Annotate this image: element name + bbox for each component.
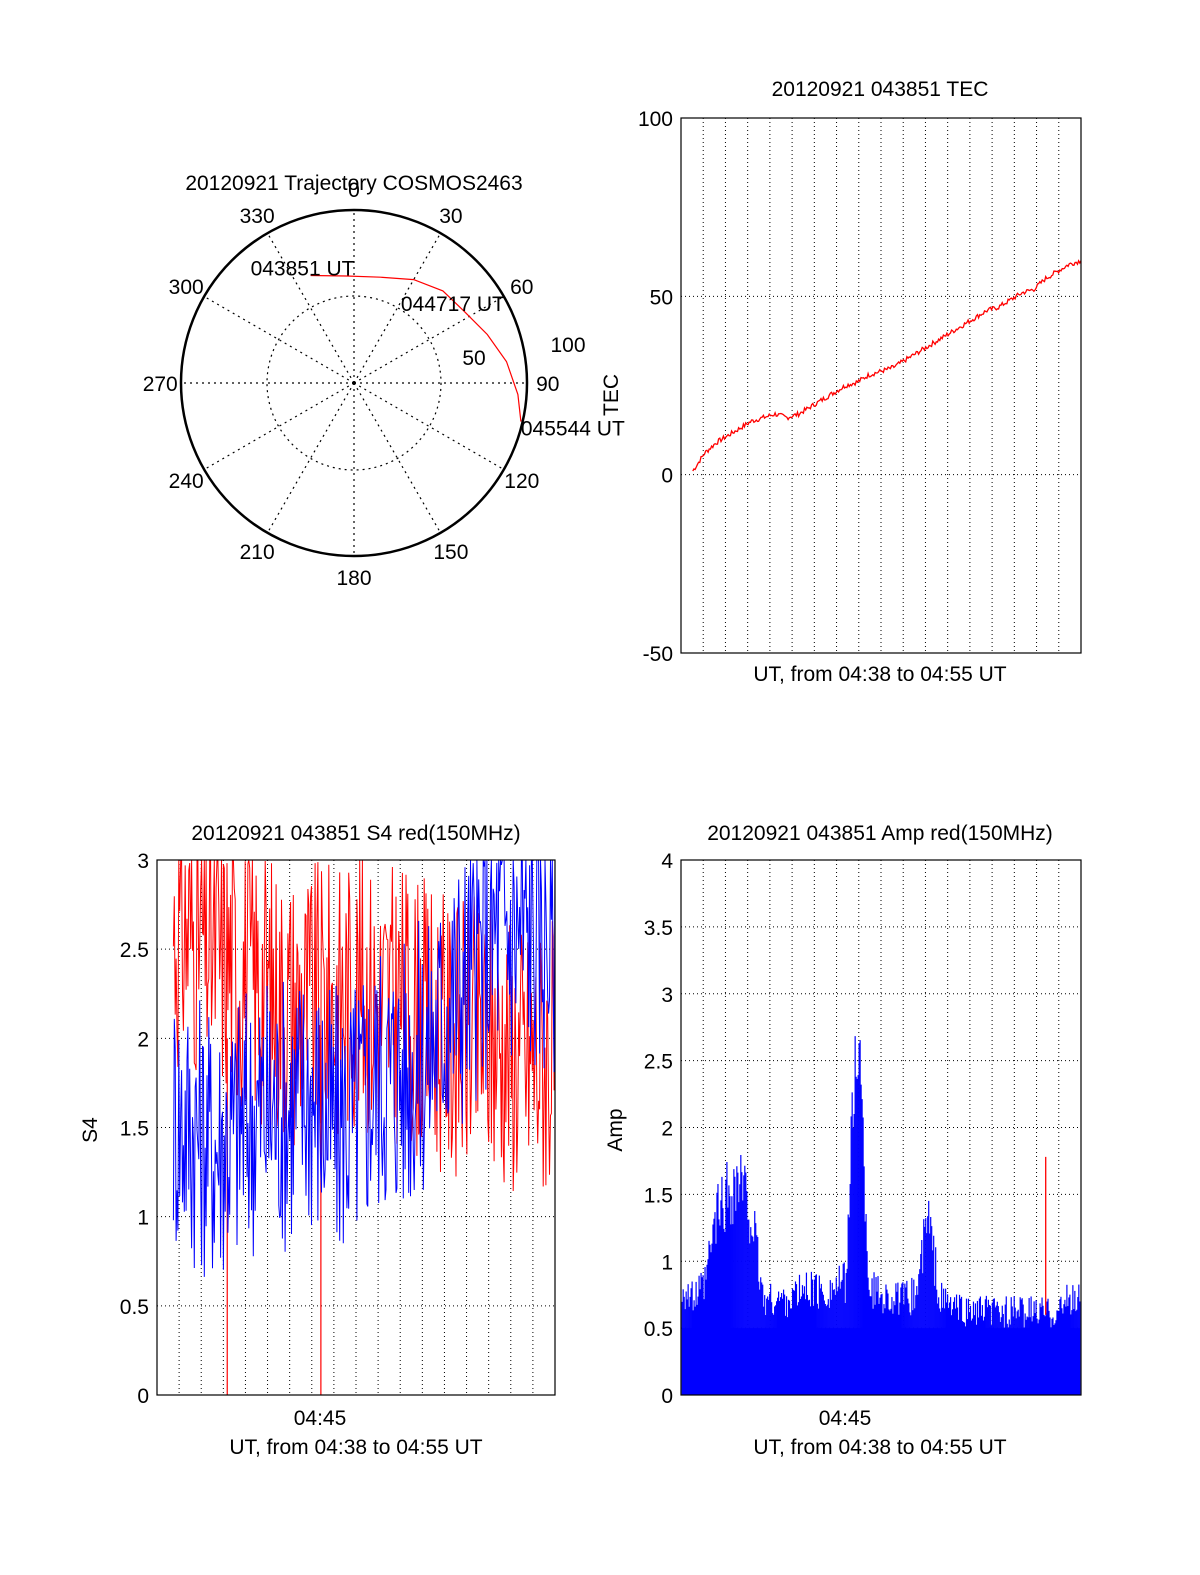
y-tick-label: 1.5 xyxy=(644,1184,673,1207)
polar-spoke xyxy=(353,295,505,384)
y-tick-label: 1.5 xyxy=(120,1118,149,1141)
polar-spoke xyxy=(266,232,355,384)
s4-y-ticks: 0 0.5 1 1.5 2 2.5 3 xyxy=(120,850,149,1408)
trajectory-time-label: 043851 UT xyxy=(251,258,355,281)
y-tick-label: 0.5 xyxy=(120,1296,149,1319)
polar-azimuth-labels: 0 30 60 90 120 150 180 210 240 270 300 330 xyxy=(143,179,560,590)
amp-y-ticks: 0 0.5 1 1.5 2 2.5 3 3.5 4 xyxy=(644,850,674,1408)
y-tick-label: 1 xyxy=(661,1251,673,1274)
y-tick-label: 3 xyxy=(137,850,149,873)
s4-chart: 20120921 043851 S4 red(150MHz) 0 0.5 1 1.5 2… xyxy=(79,822,556,1459)
y-tick-label: 0 xyxy=(661,465,673,488)
trajectory-title: 20120921 Trajectory COSMOS2463 xyxy=(185,172,522,195)
y-tick-label: 2 xyxy=(661,1118,673,1141)
polar-azimuth-label: 300 xyxy=(169,276,204,299)
polar-radial-label: 100 xyxy=(550,334,585,357)
polar-radial-label: 50 xyxy=(462,347,485,370)
amp-series xyxy=(681,1036,1081,1395)
trajectory-track xyxy=(310,274,522,422)
amp-base-fill xyxy=(682,1328,1080,1395)
polar-azimuth-label: 330 xyxy=(240,205,275,228)
polar-spoke xyxy=(203,295,355,384)
trajectory-line xyxy=(310,274,522,422)
polar-azimuth-label: 0 xyxy=(348,179,360,202)
tec-x-axis-label: UT, from 04:38 to 04:55 UT xyxy=(753,663,1006,686)
s4-x-tick-label: 04:45 xyxy=(294,1407,347,1430)
polar-spokes xyxy=(181,210,527,556)
polar-spoke xyxy=(266,382,355,534)
y-tick-label: 1 xyxy=(137,1207,149,1230)
polar-spoke xyxy=(353,382,442,534)
polar-outer-ring xyxy=(179,208,529,558)
polar-azimuth-label: 240 xyxy=(169,470,204,493)
polar-spoke xyxy=(353,232,442,384)
s4-plot-frame xyxy=(156,859,556,1396)
polar-spoke xyxy=(353,382,505,471)
polar-inner-ring xyxy=(266,295,442,471)
polar-azimuth-label: 270 xyxy=(143,373,178,396)
y-tick-label: 2 xyxy=(137,1028,149,1051)
y-tick-label: 100 xyxy=(638,108,673,131)
series-line-red xyxy=(172,859,556,1192)
amp-chart: 20120921 043851 Amp red(150MHz) 0 0.5 1 1.5… xyxy=(604,822,1082,1459)
tec-series xyxy=(692,259,1082,472)
y-tick-label: 3 xyxy=(661,984,673,1007)
y-tick-label: 3.5 xyxy=(644,917,673,940)
y-tick-label: 0 xyxy=(661,1385,673,1408)
tec-title: 20120921 043851 TEC xyxy=(772,78,989,101)
tec-chart: 20120921 043851 TEC -50 0 50 100 TEC UT, fr… xyxy=(600,78,1082,686)
amp-title: 20120921 043851 Amp red(150MHz) xyxy=(707,822,1053,845)
y-tick-label: 2.5 xyxy=(644,1051,673,1074)
s4-x-axis-label: UT, from 04:38 to 04:55 UT xyxy=(229,1436,482,1459)
trajectory-polar-plot: 20120921 Trajectory COSMOS2463 0 30 60 90 12… xyxy=(143,172,625,590)
trajectory-time-label: 045544 UT xyxy=(521,418,625,441)
amp-plot-frame xyxy=(680,859,1082,1396)
amp-x-axis-label: UT, from 04:38 to 04:55 UT xyxy=(753,1436,1006,1459)
polar-azimuth-label: 60 xyxy=(510,276,533,299)
y-tick-label: 50 xyxy=(650,286,673,309)
polar-azimuth-label: 30 xyxy=(439,205,462,228)
polar-azimuth-label: 210 xyxy=(240,541,275,564)
tec-line xyxy=(692,259,1082,472)
s4-title: 20120921 043851 S4 red(150MHz) xyxy=(191,822,520,845)
polar-spoke xyxy=(203,382,355,471)
polar-azimuth-label: 120 xyxy=(504,470,539,493)
trajectory-time-label: 044717 UT xyxy=(401,293,505,316)
amp-x-tick-label: 04:45 xyxy=(819,1407,872,1430)
polar-azimuth-label: 150 xyxy=(433,541,468,564)
tec-grid xyxy=(681,118,1081,653)
tec-plot-frame xyxy=(680,117,1082,654)
polar-azimuth-label: 180 xyxy=(336,567,371,590)
s4-y-axis-label: S4 xyxy=(79,1117,102,1143)
y-tick-label: -50 xyxy=(643,643,673,666)
amp-y-axis-label: Amp xyxy=(604,1108,627,1151)
y-tick-label: 0.5 xyxy=(644,1318,673,1341)
y-tick-label: 0 xyxy=(137,1385,149,1408)
tec-y-ticks: -50 0 50 100 xyxy=(638,108,673,666)
y-tick-label: 4 xyxy=(661,850,673,873)
y-tick-label: 2.5 xyxy=(120,939,149,962)
tec-y-axis-label: TEC xyxy=(600,374,623,416)
polar-azimuth-label: 90 xyxy=(536,373,559,396)
trajectory-annotations: 043851 UT 044717 UT 045544 UT xyxy=(251,258,625,441)
